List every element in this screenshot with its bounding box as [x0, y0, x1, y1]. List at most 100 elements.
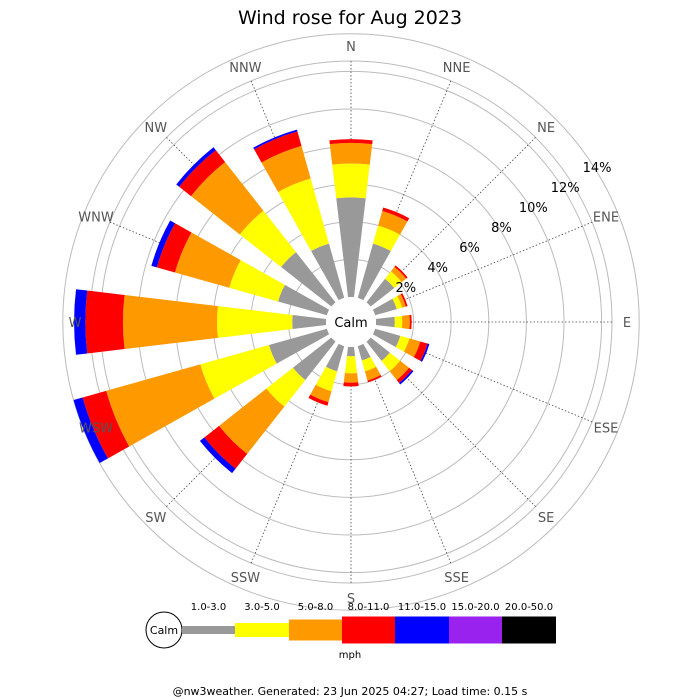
direction-label-e: E: [623, 316, 631, 331]
bar-se-3.0-5.0: [381, 352, 401, 372]
direction-label-ne: NE: [537, 121, 555, 136]
bar-wnw-3.0-5.0: [229, 260, 285, 302]
bar-wsw-8.0-11.0: [82, 390, 130, 459]
bar-ne-5.0-8.0: [390, 266, 407, 283]
bar-e-1.0-3.0: [375, 316, 395, 328]
direction-label-n: N: [346, 40, 356, 55]
bar-se-11.0-15.0: [399, 370, 414, 385]
bar-n-8.0-11.0: [329, 139, 373, 145]
direction-label-ene: ENE: [593, 210, 619, 225]
legend-unit: mph: [339, 650, 361, 661]
direction-label-wnw: WNW: [78, 210, 114, 225]
bar-sw-5.0-8.0: [219, 388, 285, 454]
bar-nnw-5.0-8.0: [261, 145, 311, 192]
bar-ne-8.0-11.0: [394, 265, 408, 279]
bar-wnw-5.0-8.0: [174, 232, 241, 288]
bar-w-11.0-15.0: [74, 289, 88, 355]
bar-wnw-8.0-11.0: [156, 223, 192, 273]
bar-ene-8.0-11.0: [400, 293, 408, 307]
bar-ssw-3.0-5.0: [315, 366, 338, 392]
legend-swatch-15.0-20.0: [449, 616, 502, 644]
bar-ne-1.0-3.0: [366, 278, 395, 307]
bar-wnw-11.0-15.0: [151, 220, 176, 268]
legend-swatch-8.0-11.0: [342, 616, 395, 644]
percent-label-10: 10%: [519, 201, 548, 216]
bar-nne-8.0-11.0: [382, 207, 410, 222]
bar-w-3.0-5.0: [216, 306, 293, 338]
bar-sw-11.0-15.0: [199, 437, 236, 474]
spoke-ene: [373, 221, 593, 313]
percent-label-8: 8%: [491, 221, 512, 236]
direction-label-nne: NNE: [443, 61, 471, 76]
calm-center: Calm: [326, 297, 376, 347]
bar-nw-5.0-8.0: [190, 161, 264, 235]
legend-range-label: 3.0-5.0: [244, 602, 279, 613]
percent-label-12: 12%: [551, 181, 580, 196]
bar-ene-1.0-3.0: [372, 298, 397, 316]
percent-label-14: 14%: [583, 161, 612, 176]
legend-range-label: 15.0-20.0: [451, 602, 499, 613]
bar-ese-8.0-11.0: [413, 341, 428, 361]
bar-wsw-3.0-5.0: [200, 345, 277, 399]
bar-w-1.0-3.0: [292, 315, 327, 329]
bar-nnw-8.0-11.0: [254, 131, 302, 163]
legend-swatch-11.0-15.0: [395, 616, 449, 644]
direction-label-se: SE: [538, 511, 554, 526]
bar-sw-3.0-5.0: [266, 367, 306, 407]
bar-s-3.0-5.0: [344, 356, 358, 374]
bar-s-1.0-3.0: [346, 346, 356, 357]
bar-nne-3.0-5.0: [373, 225, 401, 252]
bar-ene-3.0-5.0: [392, 295, 403, 310]
bar-sw-1.0-3.0: [292, 337, 336, 381]
bar-nw-3.0-5.0: [239, 210, 297, 268]
chart-title: Wind rose for Aug 2023: [238, 7, 462, 29]
bar-se-8.0-11.0: [396, 367, 413, 384]
legend-swatch-3.0-5.0: [235, 623, 289, 637]
bar-ese-1.0-3.0: [372, 328, 401, 348]
bar-nne-1.0-3.0: [357, 243, 391, 301]
direction-label-w: W: [69, 316, 82, 331]
bar-sse-8.0-11.0: [367, 374, 382, 383]
direction-label-sw: SW: [145, 511, 166, 526]
legend-range-label: 8.0-11.0: [348, 602, 390, 613]
direction-label-sse: SSE: [444, 571, 469, 586]
legend-range-label: 5.0-8.0: [298, 602, 333, 613]
bar-ene-5.0-8.0: [397, 294, 406, 308]
direction-label-nw: NW: [145, 121, 168, 136]
bar-ssw-1.0-3.0: [325, 343, 345, 372]
percent-label-4: 4%: [427, 261, 448, 276]
speed-legend: Calm 1.0-3.0 3.0-5.0 5.0-8.0 8.0-11.0 11.0-1…: [145, 602, 556, 661]
bar-e-5.0-8.0: [401, 315, 410, 329]
bar-ese-3.0-5.0: [395, 335, 410, 352]
bar-nnw-1.0-3.0: [311, 243, 345, 301]
bar-ssw-5.0-8.0: [310, 384, 332, 403]
bar-nnw-11.0-15.0: [253, 129, 298, 150]
footer-text: @nw3weather. Generated: 23 Jun 2025 04:2…: [173, 685, 528, 698]
spoke-sse: [360, 344, 452, 564]
bar-nne-5.0-8.0: [378, 211, 408, 235]
bar-ne-3.0-5.0: [385, 271, 402, 288]
calm-label: Calm: [334, 316, 367, 331]
bar-se-5.0-8.0: [389, 360, 410, 381]
direction-labels: N NNE NE ENE E ESE SE SSE S SSW SW WSW W WNW NW NNW: [69, 40, 632, 607]
bar-e-8.0-11.0: [409, 314, 412, 330]
direction-label-s: S: [347, 592, 355, 607]
bar-ese-5.0-8.0: [403, 338, 421, 358]
legend-range-label: 11.0-15.0: [398, 602, 446, 613]
legend-swatch-20.0-50.0: [502, 616, 556, 644]
legend-swatch-5.0-8.0: [289, 619, 342, 641]
bar-sw-8.0-11.0: [204, 425, 248, 469]
bar-s-8.0-11.0: [343, 382, 359, 387]
bar-e-3.0-5.0: [394, 315, 403, 329]
grid-ring: [62, 33, 640, 611]
bar-wsw-1.0-3.0: [269, 328, 330, 364]
legend-swatch-1.0-3.0: [182, 626, 235, 634]
bar-wnw-1.0-3.0: [278, 284, 330, 316]
direction-label-ese: ESE: [594, 422, 619, 437]
percent-labels: 2% 4% 6% 8% 10%12%14%: [395, 161, 611, 296]
bar-nnw-3.0-5.0: [278, 178, 329, 252]
bar-n-5.0-8.0: [329, 142, 373, 165]
percent-label-2: 2%: [395, 281, 416, 296]
bar-wsw-5.0-8.0: [106, 364, 215, 447]
